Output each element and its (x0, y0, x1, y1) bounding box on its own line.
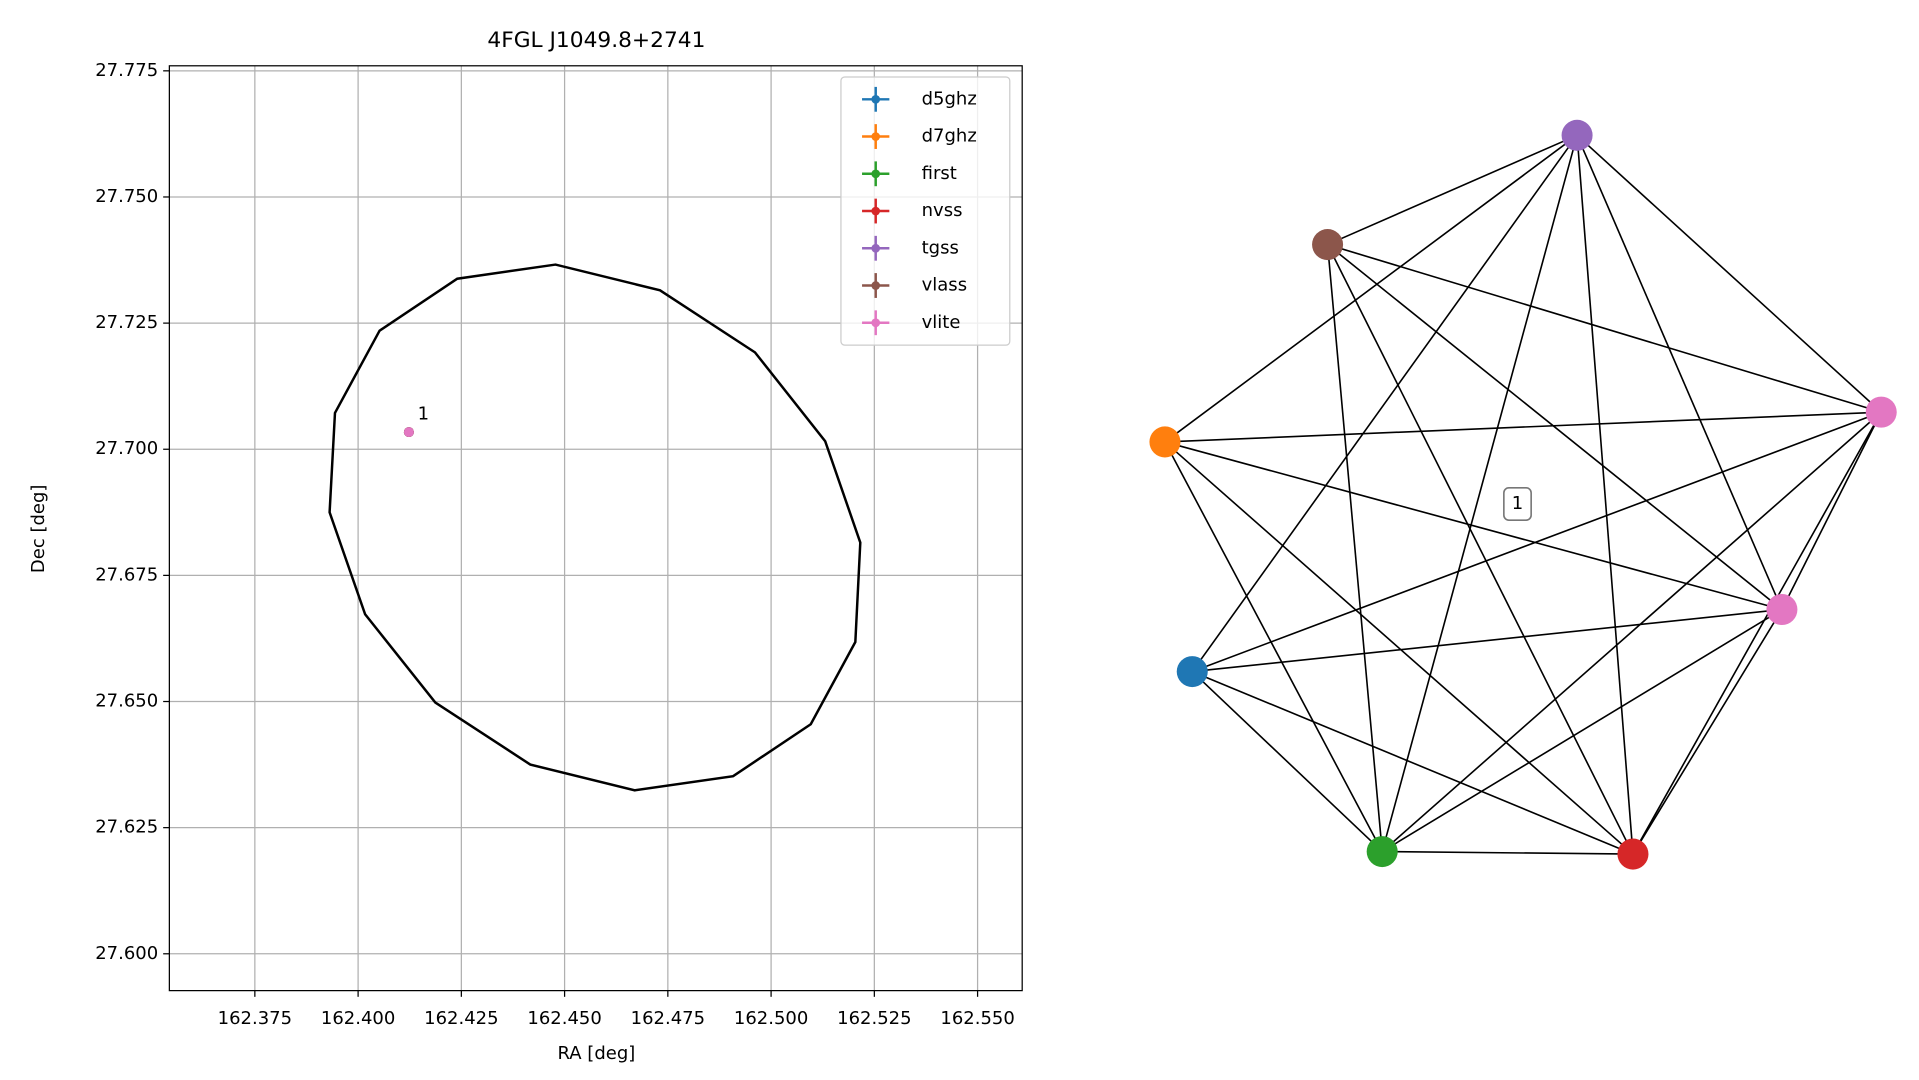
y-tick-label: 27.700 (95, 438, 158, 459)
legend-box (840, 76, 1011, 346)
x-tick-label: 162.475 (631, 1008, 705, 1029)
edge (1327, 134, 1578, 246)
legend-marker (871, 281, 881, 290)
x-tick-label: 162.550 (940, 1008, 1014, 1029)
edge (1781, 411, 1882, 610)
edge (1576, 135, 1634, 855)
legend-label: vlass (922, 275, 967, 296)
legend-label: vlite (922, 312, 961, 333)
x-tick-label: 162.525 (837, 1008, 911, 1029)
edge (1632, 609, 1783, 855)
node (1617, 838, 1649, 870)
y-tick-label: 27.675 (95, 564, 158, 585)
y-tick-label: 27.650 (95, 691, 158, 712)
edge (1632, 411, 1882, 855)
legend-marker (871, 318, 881, 328)
point-annotation: 1 (418, 404, 429, 425)
cluster-label-box (1503, 487, 1532, 521)
legend-label: tgss (922, 237, 959, 258)
edge (1326, 244, 1634, 855)
node (1176, 656, 1208, 688)
x-tick-label: 162.400 (321, 1008, 395, 1029)
edge (1191, 134, 1578, 673)
edge (1164, 134, 1578, 443)
y-tick-label: 27.775 (95, 60, 158, 81)
legend-marker (871, 206, 881, 216)
y-tick-label: 27.625 (95, 817, 158, 838)
node (1766, 594, 1798, 626)
edge (1381, 135, 1578, 852)
y-tick-label: 27.750 (95, 186, 158, 207)
legend-marker (871, 243, 881, 253)
x-tick-label: 162.375 (218, 1008, 292, 1029)
edge (1381, 608, 1783, 853)
error-ellipse (328, 263, 862, 792)
plot-frame (168, 65, 1023, 992)
edge (1192, 608, 1782, 673)
edge (1382, 850, 1633, 855)
edge (1164, 441, 1783, 611)
edge (1576, 134, 1783, 610)
edge (1327, 243, 1783, 611)
chart-title: 4FGL J1049.8+2741 (487, 28, 705, 53)
legend-marker (871, 132, 881, 141)
legend-marker (871, 169, 881, 179)
data-point (403, 427, 414, 438)
legend-label: d7ghz (922, 126, 977, 147)
legend-marker (871, 94, 881, 104)
edge (1326, 244, 1383, 852)
legend-label: d5ghz (922, 88, 977, 109)
node (1561, 119, 1593, 151)
edge (1327, 243, 1882, 413)
x-tick-label: 162.500 (734, 1008, 808, 1029)
y-tick-label: 27.725 (95, 312, 158, 333)
y-axis-label: Dec [deg] (28, 485, 49, 574)
edge (1164, 441, 1634, 855)
edge (1191, 671, 1383, 853)
legend-label: first (922, 163, 957, 184)
node (1865, 396, 1897, 428)
node (1149, 426, 1181, 458)
edge (1381, 411, 1882, 853)
x-tick-label: 162.425 (424, 1008, 498, 1029)
edge (1576, 134, 1882, 413)
node (1312, 229, 1344, 261)
edge (1191, 670, 1634, 855)
x-tick-label: 162.450 (527, 1008, 601, 1029)
edge (1191, 411, 1882, 673)
x-axis-label: RA [deg] (557, 1043, 635, 1064)
y-tick-label: 27.600 (95, 943, 158, 964)
edge (1164, 441, 1383, 852)
node (1366, 836, 1398, 868)
cluster-label: 1 (1512, 493, 1523, 514)
legend-label: nvss (922, 200, 963, 221)
edge (1164, 411, 1882, 443)
